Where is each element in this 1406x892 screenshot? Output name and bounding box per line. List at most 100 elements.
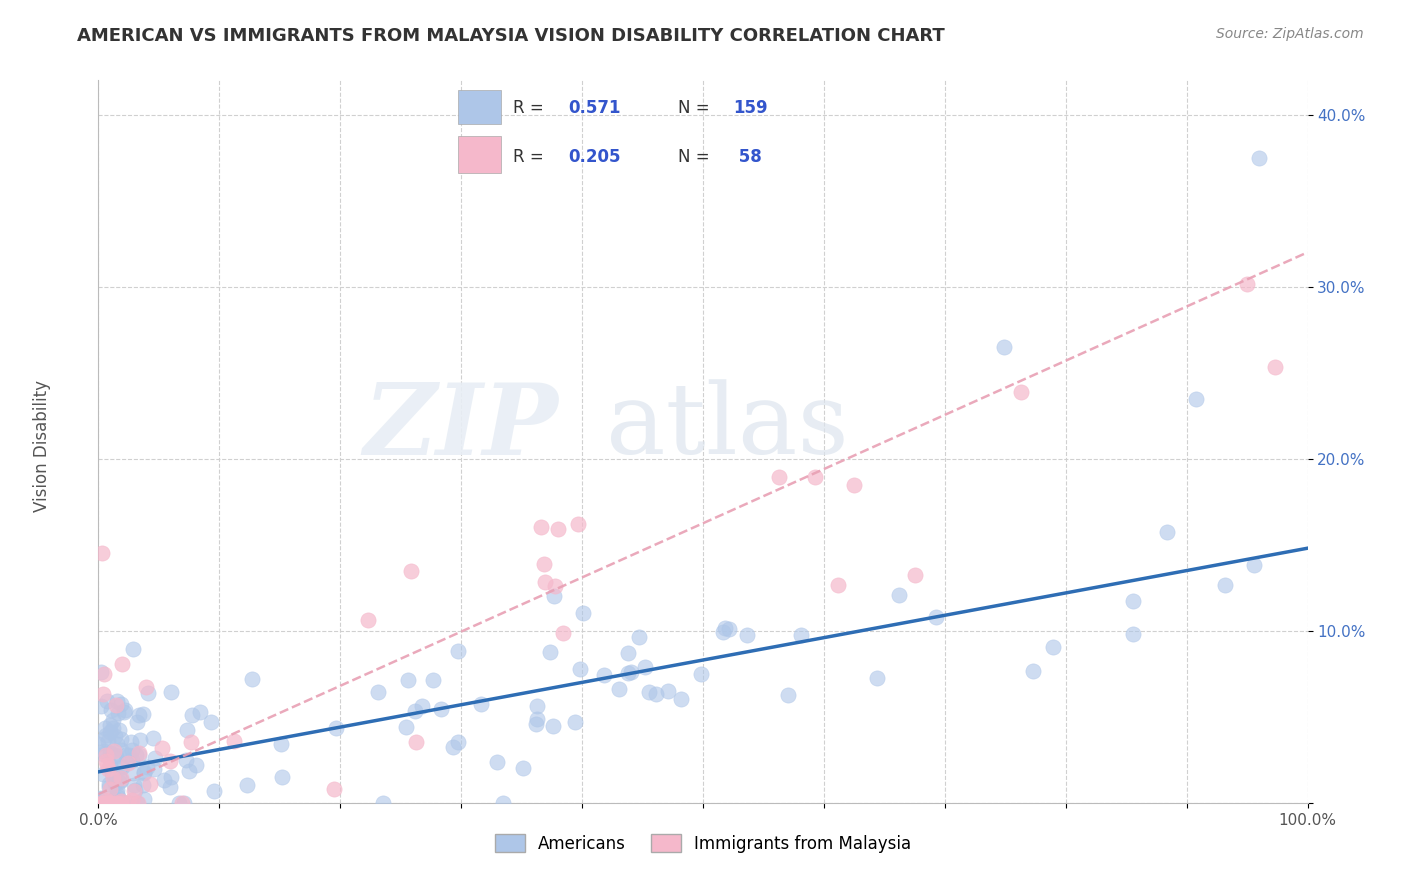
Point — [108, 796, 131, 810]
Point — [127, 796, 149, 810]
Point — [98, 717, 121, 731]
Point — [405, 735, 427, 749]
Point — [100, 796, 122, 810]
Point — [131, 778, 153, 792]
Point — [103, 748, 125, 763]
Point — [512, 761, 534, 775]
Point — [122, 766, 145, 780]
Point — [134, 766, 156, 780]
Point — [1264, 360, 1286, 375]
Point — [110, 772, 132, 787]
Point — [111, 760, 134, 774]
Point — [110, 743, 132, 757]
Point — [470, 697, 492, 711]
Point — [790, 628, 813, 642]
Point — [101, 766, 124, 780]
Point — [139, 777, 162, 791]
Point — [108, 774, 131, 789]
Point — [399, 564, 422, 578]
Text: N =: N = — [678, 148, 716, 166]
Point — [96, 792, 118, 806]
Point — [107, 706, 129, 720]
Point — [98, 777, 121, 791]
Text: R =: R = — [513, 148, 548, 166]
Point — [96, 694, 118, 708]
Point — [142, 731, 165, 745]
Point — [89, 796, 111, 810]
Point — [136, 685, 159, 699]
Point — [169, 796, 191, 810]
Point — [396, 673, 419, 687]
Point — [135, 759, 157, 773]
Point — [101, 714, 124, 728]
Point — [1249, 151, 1271, 165]
Point — [110, 796, 132, 810]
Point — [90, 698, 112, 713]
Point — [128, 708, 150, 723]
Point — [627, 631, 650, 645]
Point — [925, 610, 948, 624]
Point — [842, 478, 865, 492]
Point — [544, 579, 567, 593]
Point — [889, 588, 911, 602]
Point — [96, 758, 118, 772]
Point — [107, 789, 129, 804]
Point — [153, 772, 176, 787]
Point — [110, 731, 132, 746]
Point — [1122, 594, 1144, 608]
Point — [134, 764, 156, 779]
Point — [125, 796, 148, 810]
Point — [100, 703, 122, 717]
Point — [422, 673, 444, 687]
Point — [118, 748, 141, 763]
Point — [91, 796, 114, 810]
Point — [91, 747, 114, 762]
Point — [121, 743, 143, 757]
Point — [567, 517, 589, 532]
Point — [176, 723, 198, 737]
Point — [865, 671, 887, 685]
Point — [105, 796, 128, 810]
Point — [96, 755, 118, 769]
Point — [105, 796, 128, 810]
Point — [114, 748, 136, 763]
Point — [135, 680, 157, 694]
Point — [395, 720, 418, 734]
Point — [1243, 558, 1265, 573]
Text: AMERICAN VS IMMIGRANTS FROM MALAYSIA VISION DISABILITY CORRELATION CHART: AMERICAN VS IMMIGRANTS FROM MALAYSIA VIS… — [77, 27, 945, 45]
Point — [129, 733, 152, 747]
Point — [904, 568, 927, 582]
Point — [105, 796, 128, 810]
Point — [145, 750, 167, 764]
Point — [121, 753, 143, 767]
Point — [121, 641, 143, 656]
Point — [104, 748, 127, 763]
Text: 0.205: 0.205 — [568, 148, 620, 166]
Point — [143, 762, 166, 776]
Point — [103, 744, 125, 758]
Point — [105, 694, 128, 708]
Point — [93, 796, 115, 810]
Text: N =: N = — [678, 99, 716, 117]
Point — [90, 790, 112, 805]
Point — [1042, 640, 1064, 654]
Point — [186, 758, 208, 772]
Point — [104, 796, 127, 810]
Point — [90, 796, 112, 810]
Point — [105, 796, 128, 810]
Point — [160, 770, 183, 784]
Point — [89, 792, 111, 806]
Point — [122, 783, 145, 797]
Point — [93, 796, 115, 810]
Point — [1122, 627, 1144, 641]
Point — [638, 684, 661, 698]
Point — [271, 770, 294, 784]
Point — [645, 687, 668, 701]
Point — [486, 756, 509, 770]
Point — [108, 770, 131, 784]
Point — [993, 340, 1015, 354]
Point — [669, 692, 692, 706]
Point — [101, 771, 124, 785]
Text: Vision Disability: Vision Disability — [34, 380, 51, 512]
FancyBboxPatch shape — [458, 136, 501, 173]
